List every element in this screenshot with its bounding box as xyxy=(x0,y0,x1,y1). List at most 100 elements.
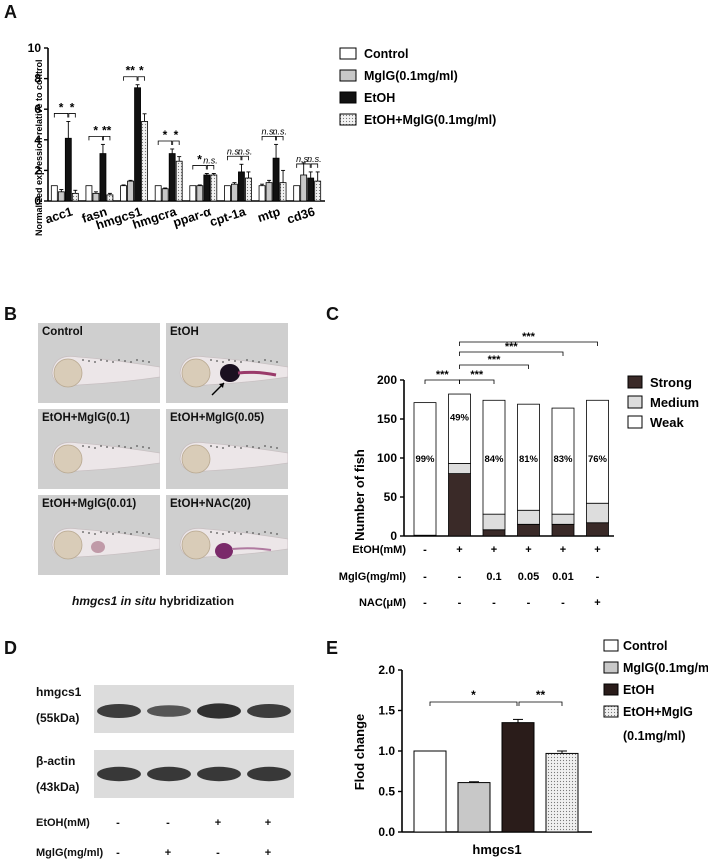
bar xyxy=(175,160,183,202)
y-tick-label: 0 xyxy=(34,194,41,208)
significance-label: n.s. xyxy=(296,154,311,164)
legend-label: EtOH xyxy=(623,683,654,697)
bar xyxy=(224,185,231,202)
bar xyxy=(314,180,322,202)
significance-label: * xyxy=(163,128,168,142)
condition-value: - xyxy=(423,571,427,583)
fish-yolk xyxy=(53,444,83,474)
significance-label: * xyxy=(93,123,98,137)
blot-band xyxy=(197,766,241,782)
bar xyxy=(92,192,100,202)
significance-bracket xyxy=(227,155,242,161)
significance-label: * xyxy=(197,152,202,166)
blot-condition-etoh: EtOH(mM) xyxy=(36,817,90,829)
condition-value: - xyxy=(458,597,462,609)
bar xyxy=(545,752,579,833)
fish-icon xyxy=(179,527,288,560)
legend-label: EtOH+MglG(0.1mg/ml) xyxy=(364,113,496,127)
pigment-dot xyxy=(124,532,126,534)
significance-bracket xyxy=(172,140,180,145)
bar xyxy=(71,192,79,202)
pigment-dot xyxy=(94,447,96,449)
stacked-bar-segment xyxy=(586,502,609,524)
significance-bracket xyxy=(206,165,215,170)
fish-image-label: EtOH+MglG(0.1) xyxy=(42,412,130,424)
condition-value: 0.05 xyxy=(518,571,539,583)
stacked-bar-segment xyxy=(448,473,471,537)
significance-bracket xyxy=(296,163,311,168)
bar xyxy=(501,722,535,833)
pigment-dot xyxy=(264,445,266,447)
pigment-dot xyxy=(100,445,102,447)
pigment-dot xyxy=(136,359,138,361)
fish-yolk xyxy=(181,530,211,560)
y-tick-label: 200 xyxy=(377,373,397,387)
y-axis-label: Flod change xyxy=(352,714,367,791)
legend-label: Control xyxy=(364,47,408,61)
pigment-dot xyxy=(106,360,108,362)
stain-liver xyxy=(220,364,240,382)
percent-label: 49% xyxy=(450,413,470,424)
fish-image-etoh-mglg-005: EtOH+MglG(0.05) xyxy=(166,409,288,489)
blot-condition-value: - xyxy=(216,847,220,859)
fish-image-etoh-mglg-01: EtOH+MglG(0.1) xyxy=(38,409,160,489)
pigment-dot xyxy=(276,533,278,535)
blot-label-hmgcs1: hmgcs1 xyxy=(36,685,82,699)
pigment-dot xyxy=(148,361,150,363)
bar xyxy=(141,121,148,202)
pigment-dot xyxy=(258,361,260,363)
y-tick-label: 50 xyxy=(384,490,398,504)
pigment-dot xyxy=(264,359,266,361)
significance-bracket xyxy=(261,135,276,141)
pigment-dot xyxy=(216,446,218,448)
panel-letter-c: C xyxy=(326,304,339,324)
significance-label: n.s. xyxy=(307,154,322,164)
condition-value: + xyxy=(491,544,497,556)
blot-band xyxy=(197,703,241,719)
bar xyxy=(307,177,315,202)
panel-letter-d: D xyxy=(4,638,17,658)
y-axis-label: Normalized expression relative to contro… xyxy=(34,59,44,236)
bar xyxy=(196,185,204,202)
fish-yolk xyxy=(53,530,83,560)
significance-label: *** xyxy=(505,341,519,353)
pigment-dot xyxy=(216,360,218,362)
condition-value: + xyxy=(594,597,600,609)
pigment-dot xyxy=(210,531,212,533)
fish-yolk xyxy=(53,358,83,388)
legend-label: Control xyxy=(623,639,667,653)
percent-label: 83% xyxy=(553,454,573,465)
pigment-dot xyxy=(142,446,144,448)
fish-image-etoh: EtOH xyxy=(166,323,288,403)
bar xyxy=(168,153,176,202)
fish-image-label: EtOH+NAC(20) xyxy=(170,498,251,510)
pigment-dot xyxy=(142,360,144,362)
percent-label: 99% xyxy=(415,454,435,465)
condition-label: EtOH(mM) xyxy=(352,544,406,556)
arrow-head-icon xyxy=(219,383,224,388)
pigment-dot xyxy=(234,532,236,534)
pigment-dot xyxy=(112,533,114,535)
pigment-dot xyxy=(246,359,248,361)
significance-label: *** xyxy=(522,331,536,343)
blot-condition-value: + xyxy=(264,817,272,829)
significance-label: ** xyxy=(102,123,112,137)
pigment-dot xyxy=(124,360,126,362)
condition-value: - xyxy=(458,571,462,583)
y-tick-label: 2 xyxy=(34,163,41,177)
chart-a: 0 2 4 6 8 10 Normalized expression relative to… xyxy=(28,41,497,236)
pigment-dot xyxy=(270,532,272,534)
stacked-bar-segment xyxy=(482,529,506,537)
significance-bracket xyxy=(459,351,564,356)
significance-label: *** xyxy=(470,369,484,381)
stacked-bar-segment xyxy=(586,522,609,537)
bar xyxy=(413,750,447,833)
pigment-dot xyxy=(210,445,212,447)
significance-bracket xyxy=(459,341,598,346)
legend-swatch xyxy=(339,47,357,60)
pigment-dot xyxy=(136,445,138,447)
legend-label: EtOH+MglG xyxy=(623,705,693,719)
pigment-dot xyxy=(118,445,120,447)
bar xyxy=(106,194,114,202)
x-axis-label: hmgcs1 xyxy=(472,842,521,857)
